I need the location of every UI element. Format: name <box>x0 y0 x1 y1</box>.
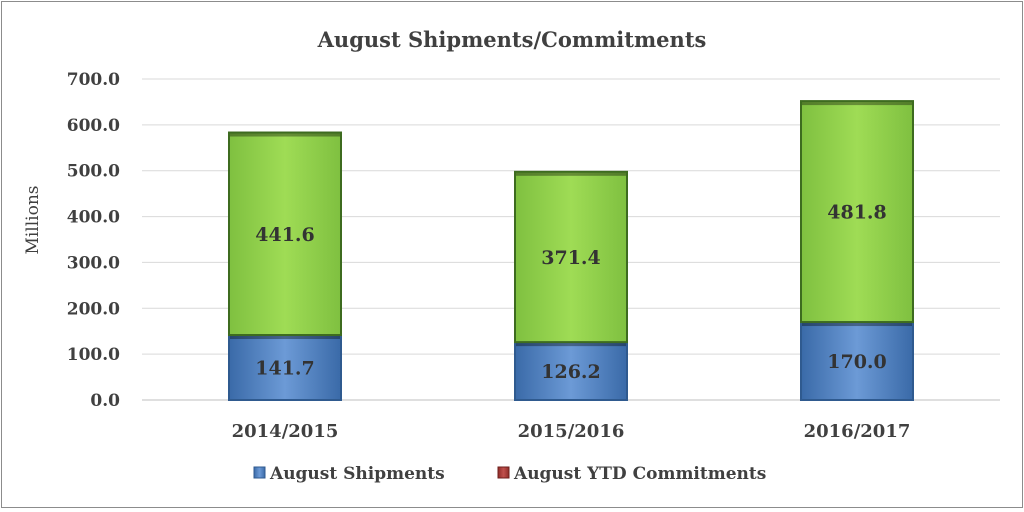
bar-segment-shadow <box>516 343 626 347</box>
bar-segment-shadow <box>230 336 340 340</box>
bar-segment-shadow <box>802 323 912 327</box>
y-tick-label: 500.0 <box>67 162 120 182</box>
data-label: 371.4 <box>541 247 601 269</box>
data-label: 481.8 <box>827 202 887 224</box>
legend-swatch <box>253 466 266 479</box>
bar-segment <box>228 131 342 337</box>
y-tick-label: 300.0 <box>67 253 120 273</box>
legend-swatch <box>497 466 510 479</box>
bar-segment-shadow <box>230 133 340 137</box>
chart-title: August Shipments/Commitments <box>317 27 707 52</box>
x-category-label: 2016/2017 <box>804 421 911 442</box>
bar-segment-shadow <box>802 102 912 106</box>
y-tick-label: 600.0 <box>67 116 120 136</box>
data-label: 441.6 <box>255 224 315 246</box>
bars: 141.7 441.6 126.2 371.4 170.0 481.8 <box>228 100 914 402</box>
y-axis-label: Millions <box>23 185 43 254</box>
y-tick-label: 100.0 <box>67 345 120 365</box>
legend: August Shipments August YTD Commitments <box>253 464 766 484</box>
legend-label: August Shipments <box>269 464 445 484</box>
y-tick-label: 700.0 <box>67 70 120 90</box>
y-axis-ticks: 0.0 100.0 200.0 300.0 400.0 500.0 600.0 700.0 <box>67 70 120 411</box>
bar-segment <box>800 100 914 324</box>
y-tick-label: 200.0 <box>67 299 120 319</box>
bar-segment-shadow <box>516 172 626 176</box>
data-label: 170.0 <box>827 351 887 373</box>
data-label: 126.2 <box>541 361 601 383</box>
y-tick-label: 400.0 <box>67 208 120 228</box>
legend-label: August YTD Commitments <box>513 464 766 484</box>
data-label: 141.7 <box>255 358 315 380</box>
x-category-label: 2014/2015 <box>232 421 339 442</box>
x-category-label: 2015/2016 <box>518 421 625 442</box>
bar-segment <box>514 170 628 344</box>
y-tick-label: 0.0 <box>90 391 120 411</box>
x-axis-categories: 2014/2015 2015/2016 2016/2017 <box>232 421 911 442</box>
